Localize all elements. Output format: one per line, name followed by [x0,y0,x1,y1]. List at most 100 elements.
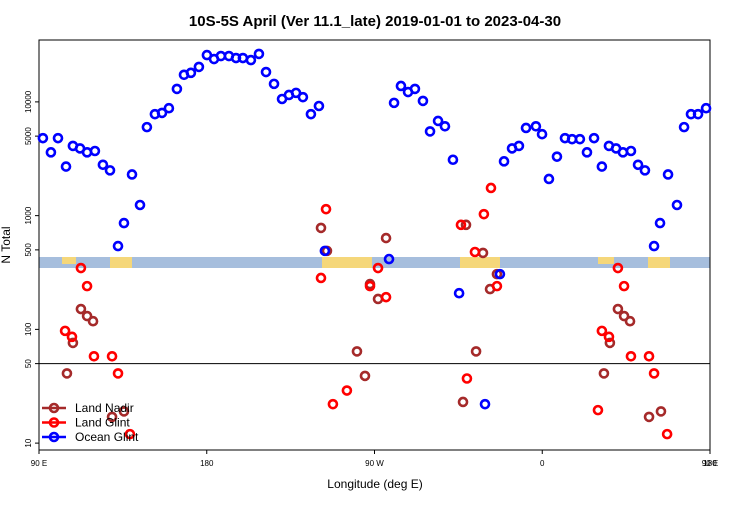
point [618,310,630,322]
point [643,411,655,423]
point [625,145,637,157]
point [134,199,146,211]
point [662,169,674,180]
point [163,102,175,114]
land-patch [62,257,76,264]
point [297,91,309,103]
point [75,303,87,315]
point [648,368,660,379]
point [315,222,327,234]
point [596,325,608,337]
point [185,67,197,79]
point [612,303,624,315]
point [126,169,138,180]
point [648,240,660,252]
point [112,368,124,379]
point [618,280,630,292]
point [388,97,400,109]
point [359,370,371,382]
x-tick-label: 90 W [365,459,384,468]
point [380,291,392,303]
point [692,108,704,120]
point [432,115,444,127]
y-tick-label: 500 [24,243,33,257]
y-tick-label: 1000 [24,206,33,224]
point [305,108,317,120]
point [588,132,600,144]
point [245,54,257,66]
point [470,346,482,357]
point [498,156,510,167]
point [612,262,624,274]
legend-label: Land Nadir [75,401,134,415]
point [37,132,49,144]
point [624,315,636,327]
point [260,66,272,78]
point [461,373,473,384]
point [75,262,87,274]
point [632,159,644,171]
x-tick-label: 90 E [31,459,47,468]
point [193,61,205,73]
land-patch [648,257,670,268]
point [494,268,506,280]
point [66,331,78,343]
land-patch [110,257,132,268]
point [106,350,118,362]
point [409,83,421,95]
y-tick-label: 100 [24,322,33,336]
point [383,253,395,265]
point [156,107,168,119]
legend-marker [48,417,60,428]
point [124,428,136,440]
point [60,161,72,172]
point [320,203,332,215]
point [395,80,407,92]
point [89,145,101,157]
point [530,121,542,132]
point [118,406,130,417]
legend-marker [48,431,60,443]
point [592,404,604,416]
point [604,337,616,349]
point [67,337,79,349]
x-tick-label: 0 [540,459,545,468]
point [543,173,555,185]
point [655,406,667,417]
point [87,315,99,327]
point [639,165,651,176]
point [479,398,491,410]
point [118,217,130,229]
point [643,350,655,362]
point [455,219,467,231]
x-axis-label: Longitude (deg E) [327,477,422,491]
point [97,159,109,171]
point [457,396,469,408]
point [106,411,118,423]
x-tick-label: 180 [703,459,717,468]
point [678,121,690,133]
point [141,121,153,133]
point [52,132,64,144]
point [603,331,615,343]
point [551,151,563,162]
point [596,161,608,172]
point [513,140,525,152]
land-patch [322,257,372,268]
point [104,165,116,176]
point [171,83,183,95]
point [460,219,472,231]
point [447,154,459,166]
series [59,182,673,440]
point [59,325,71,337]
point [313,100,325,112]
point [671,199,683,211]
point [112,240,124,252]
point [319,245,331,257]
point [625,350,637,362]
x-tick-label: 90 E [702,459,718,468]
point [268,78,280,90]
legend-marker [48,402,60,414]
